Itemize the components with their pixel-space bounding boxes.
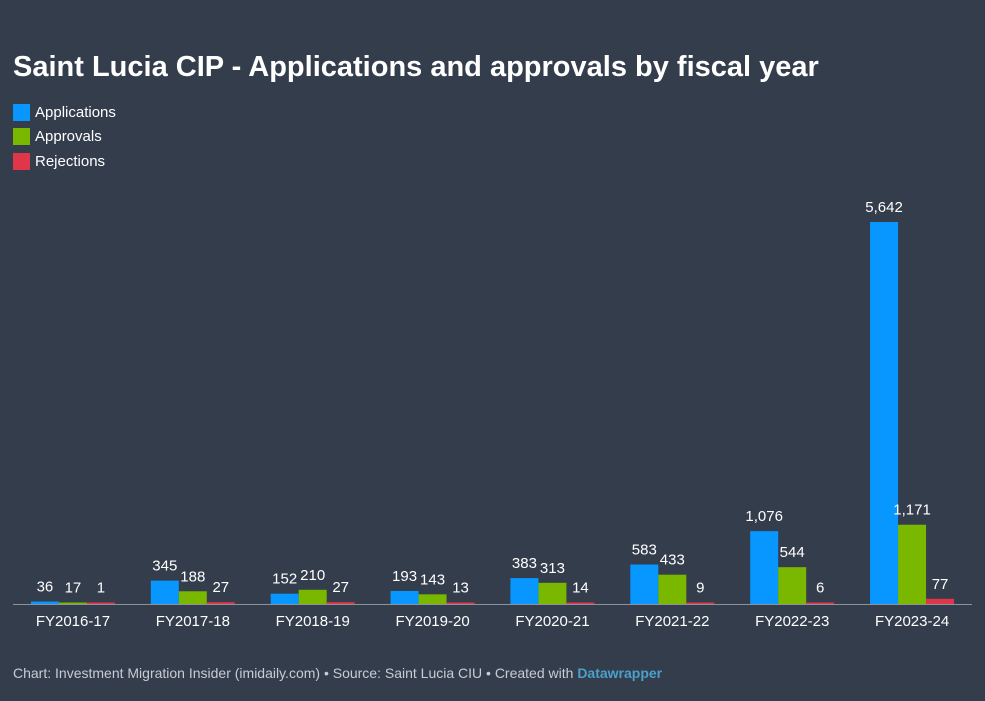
bar-approvals-fy2023-24 [898, 524, 927, 604]
bar-approvals-fy2022-23 [778, 567, 807, 604]
bar-applications-fy2018-19 [270, 593, 299, 604]
legend-label-applications: Applications [35, 103, 116, 121]
legend-swatch-applications [13, 103, 30, 121]
data-label-approvals-fy2021-22: 433 [660, 552, 685, 569]
bar-applications-fy2019-20 [390, 590, 419, 604]
data-label-approvals-fy2019-20: 143 [420, 571, 445, 588]
data-label-applications-fy2017-18: 345 [152, 558, 177, 575]
data-label-approvals-fy2016-17: 17 [65, 580, 82, 597]
bar-approvals-fy2018-19 [298, 589, 327, 604]
data-label-approvals-fy2020-21: 313 [540, 560, 565, 577]
bar-rejections-fy2017-18 [206, 602, 235, 604]
x-tick-label-fy2017-18: FY2017-18 [156, 613, 230, 630]
data-label-rejections-fy2018-19: 27 [332, 579, 349, 596]
bar-applications-fy2017-18 [150, 580, 179, 604]
data-label-approvals-fy2018-19: 210 [300, 567, 325, 584]
data-label-rejections-fy2020-21: 14 [572, 580, 589, 597]
bar-approvals-fy2016-17 [58, 602, 87, 604]
x-tick-label-fy2021-22: FY2021-22 [635, 613, 709, 630]
legend-swatch-rejections [13, 152, 30, 170]
x-tick-label-fy2016-17: FY2016-17 [36, 613, 110, 630]
bar-approvals-fy2021-22 [658, 574, 687, 604]
bar-applications-fy2016-17 [30, 601, 59, 604]
data-label-applications-fy2018-19: 152 [272, 571, 297, 588]
legend-item-approvals: Approvals [13, 125, 116, 150]
data-label-approvals-fy2022-23: 544 [780, 544, 805, 561]
data-label-rejections-fy2022-23: 6 [816, 580, 824, 597]
data-label-applications-fy2020-21: 383 [512, 555, 537, 572]
bar-applications-fy2022-23 [750, 531, 779, 604]
chart-footer: Chart: Investment Migration Insider (imi… [13, 665, 662, 681]
data-label-rejections-fy2021-22: 9 [696, 580, 704, 597]
bar-approvals-fy2019-20 [418, 594, 447, 604]
data-label-rejections-fy2023-24: 77 [932, 576, 949, 593]
data-label-approvals-fy2017-18: 188 [180, 568, 205, 585]
x-tick-label-fy2018-19: FY2018-19 [276, 613, 350, 630]
data-label-applications-fy2021-22: 583 [632, 542, 657, 559]
bar-rejections-fy2021-22 [686, 602, 715, 604]
x-tick-label-fy2020-21: FY2020-21 [515, 613, 589, 630]
x-tick-label-fy2023-24: FY2023-24 [875, 613, 949, 630]
x-tick-label-fy2019-20: FY2019-20 [395, 613, 469, 630]
legend-label-rejections: Rejections [35, 152, 106, 170]
data-label-applications-fy2016-17: 36 [37, 579, 54, 596]
legend-item-applications: Applications [13, 100, 116, 125]
legend-label-approvals: Approvals [35, 128, 102, 146]
bar-rejections-fy2019-20 [446, 602, 475, 604]
bar-rejections-fy2022-23 [806, 602, 835, 604]
legend-item-rejections: Rejections [13, 149, 116, 174]
footer-brand-link[interactable]: Datawrapper [577, 665, 663, 681]
bar-rejections-fy2018-19 [326, 602, 355, 604]
data-label-rejections-fy2017-18: 27 [212, 579, 229, 596]
x-tick-label-fy2022-23: FY2022-23 [755, 613, 829, 630]
bar-applications-fy2021-22 [630, 564, 659, 604]
chart-title: Saint Lucia CIP - Applications and appro… [13, 51, 819, 83]
bar-applications-fy2023-24 [870, 222, 899, 604]
data-label-approvals-fy2023-24: 1,171 [893, 502, 931, 519]
legend: Applications Approvals Rejections [13, 100, 116, 174]
data-label-rejections-fy2016-17: 1 [97, 580, 105, 597]
bar-rejections-fy2016-17 [86, 602, 115, 604]
data-label-applications-fy2019-20: 193 [392, 568, 417, 585]
legend-swatch-approvals [13, 128, 30, 146]
footer-credit: Chart: Investment Migration Insider (imi… [13, 665, 578, 681]
data-label-applications-fy2022-23: 1,076 [745, 508, 783, 525]
bar-rejections-fy2023-24 [926, 598, 955, 604]
bar-rejections-fy2020-21 [566, 602, 595, 604]
bar-applications-fy2020-21 [510, 578, 539, 604]
data-label-rejections-fy2019-20: 13 [452, 580, 469, 597]
bar-approvals-fy2020-21 [538, 582, 567, 604]
bar-approvals-fy2017-18 [178, 591, 207, 604]
data-label-applications-fy2023-24: 5,642 [865, 199, 903, 216]
